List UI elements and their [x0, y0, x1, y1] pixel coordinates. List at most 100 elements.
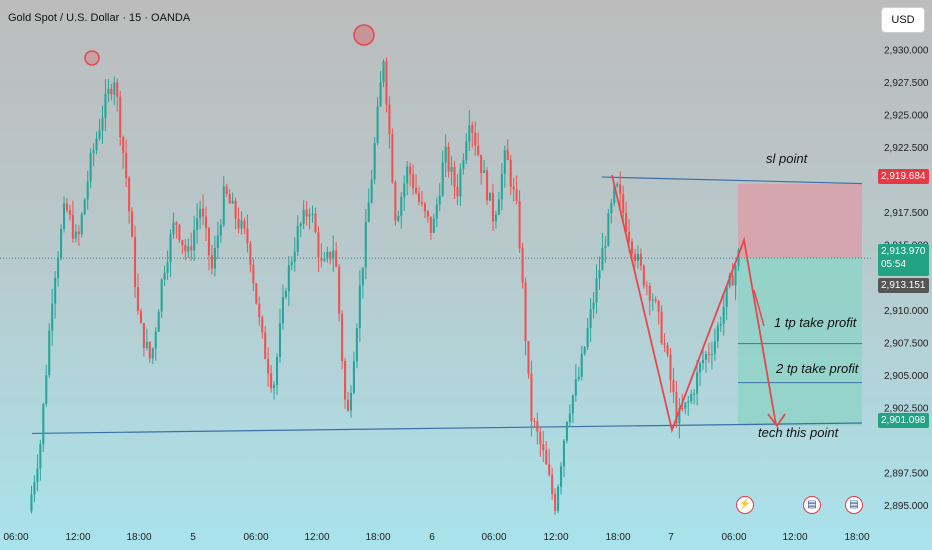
candle-body: [131, 211, 134, 238]
candle-body: [725, 286, 728, 307]
candle-body: [654, 299, 657, 302]
candle-body: [533, 421, 536, 423]
candle-body: [687, 401, 690, 403]
candle-body: [704, 353, 708, 360]
candle-body: [426, 210, 429, 217]
candle-body: [101, 117, 104, 131]
candle-body: [521, 248, 524, 283]
x-tick-label: 06:00: [3, 532, 28, 543]
y-tick-label: 2,905.000: [884, 371, 929, 382]
candle-body: [477, 145, 480, 155]
candle-body: [548, 464, 551, 475]
take-profit-zone: [738, 258, 862, 426]
tp2-label: 2 tp take profit: [775, 361, 860, 376]
candle-body: [577, 376, 580, 380]
candle-body: [344, 361, 347, 400]
x-tick-label: 12:00: [65, 532, 90, 543]
candle-body: [187, 246, 190, 252]
candle-body: [376, 106, 379, 143]
candle-body: [630, 241, 634, 254]
candle-body: [628, 231, 631, 242]
candle-body: [169, 234, 172, 263]
candle-body: [293, 251, 296, 262]
candle-body: [719, 324, 722, 326]
candle-body: [684, 402, 687, 409]
candle-body: [264, 332, 267, 359]
tech-point-label: tech this point: [758, 425, 840, 440]
candle-body: [358, 285, 361, 329]
x-tick-label: 18:00: [844, 532, 869, 543]
x-tick-label: 5: [190, 532, 196, 543]
candle-body: [450, 166, 453, 172]
candle-body: [515, 189, 518, 201]
candle-body: [284, 291, 287, 298]
annotations: sl point 1 tp take profit 2 tp take profit…: [758, 151, 860, 440]
candle-body: [267, 358, 270, 374]
candle-body: [332, 250, 335, 260]
candle-body: [234, 200, 237, 219]
candle-body: [613, 186, 616, 204]
candle-body: [559, 466, 563, 487]
candle-body: [281, 297, 284, 324]
candle-body: [494, 214, 497, 222]
candle-body: [438, 195, 441, 205]
x-tick-label: 18:00: [126, 532, 151, 543]
y-tick-label: 2,902.500: [884, 403, 929, 414]
candle-body: [696, 372, 699, 394]
candle-body: [148, 341, 151, 359]
candle-body: [275, 356, 279, 386]
candlesticks: [30, 57, 740, 515]
x-tick-label: 06:00: [243, 532, 268, 543]
candle-body: [305, 209, 308, 217]
us-flag-icon[interactable]: ▤: [845, 496, 863, 514]
candle-body: [48, 330, 51, 376]
candle-body: [666, 345, 669, 355]
last-price-tag: 2,913.151: [878, 278, 929, 293]
candle-body: [213, 247, 216, 269]
candle-body: [116, 82, 119, 97]
candle-body: [181, 240, 184, 245]
current-price: 2,913.970: [881, 246, 926, 257]
candle-body: [420, 201, 424, 204]
candle-body: [270, 373, 273, 389]
candle-body: [432, 218, 435, 233]
candle-body: [675, 392, 678, 424]
candle-body: [441, 162, 444, 196]
candle-body: [542, 444, 545, 451]
candle-body: [699, 363, 702, 373]
candle-body: [480, 154, 483, 173]
candle-body: [160, 279, 163, 312]
candle-body: [249, 243, 252, 265]
candle-body: [601, 248, 604, 271]
candle-body: [583, 347, 586, 354]
candle-body: [329, 252, 332, 260]
x-tick-label: 18:00: [605, 532, 630, 543]
candle-body: [468, 125, 471, 142]
candle-body: [202, 208, 205, 217]
candle-body: [713, 341, 716, 355]
candle-body: [166, 262, 169, 273]
candle-body: [95, 138, 98, 151]
candle-body: [125, 153, 128, 178]
candle-body: [491, 192, 495, 222]
candle-body: [722, 306, 725, 325]
candle-body: [228, 193, 231, 204]
candle-body: [258, 303, 261, 318]
candle-body: [557, 486, 560, 511]
candle-body: [252, 264, 255, 284]
chart-title: Gold Spot / U.S. Dollar · 15 · OANDA: [8, 12, 191, 24]
candle-body: [142, 323, 145, 349]
candle-body: [625, 212, 628, 232]
candle-body: [86, 181, 89, 200]
lightning-icon[interactable]: ⚡: [736, 496, 754, 514]
candle-body: [110, 88, 113, 95]
candle-body: [657, 301, 660, 312]
candle-body: [417, 193, 421, 202]
candle-body: [678, 408, 681, 424]
x-tick-label: 12:00: [304, 532, 329, 543]
candle-body: [415, 187, 418, 194]
us-flag-icon[interactable]: ▤: [803, 496, 821, 514]
currency-button[interactable]: USD: [881, 7, 925, 33]
candle-body: [444, 146, 447, 163]
